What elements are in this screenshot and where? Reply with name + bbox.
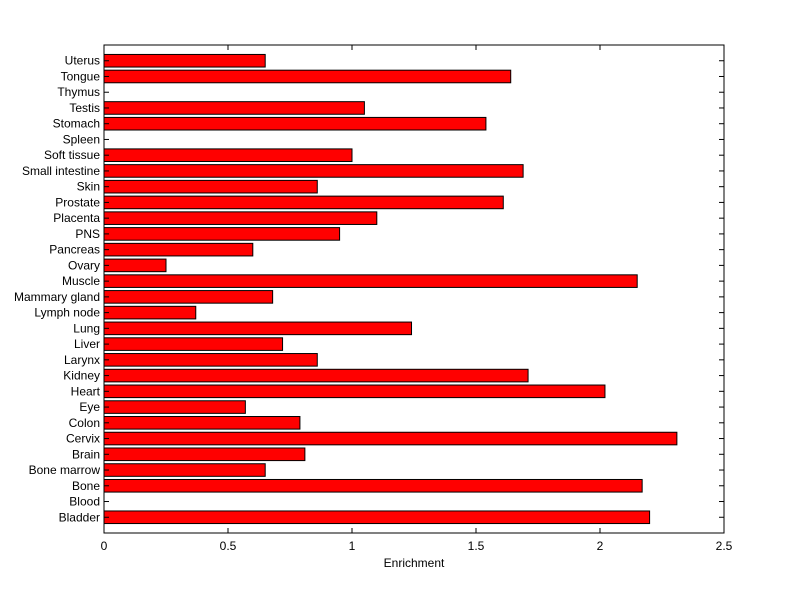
bar-mammary-gland: [103, 290, 274, 304]
y-tick-label-brain: Brain: [72, 447, 100, 461]
bar-skin: [103, 179, 318, 194]
y-tick-label-heart: Heart: [71, 384, 101, 398]
y-tick-label-soft-tissue: Soft tissue: [44, 148, 100, 162]
y-tick-label-pancreas: Pancreas: [49, 243, 100, 257]
x-axis-title: Enrichment: [384, 556, 445, 570]
y-tick-label-ovary: Ovary: [68, 258, 100, 272]
y-tick-label-bladder: Bladder: [59, 510, 100, 524]
bar-placenta: [103, 211, 378, 225]
bar-muscle: [103, 274, 638, 288]
bar-uterus: [103, 53, 266, 68]
y-tick-label-testis: Testis: [69, 101, 100, 115]
bar-small-intestine: [103, 164, 524, 178]
bar-testis: [103, 101, 365, 115]
y-tick-label-larynx: Larynx: [64, 353, 100, 367]
bar-brain: [103, 447, 306, 462]
bar-cervix: [103, 431, 678, 446]
y-tick-label-liver: Liver: [74, 337, 100, 351]
bar-lymph-node: [103, 305, 197, 320]
bar-bladder: [103, 510, 651, 525]
bar-ovary: [103, 258, 167, 273]
y-tick-label-small-intestine: Small intestine: [22, 164, 100, 178]
y-tick-label-lymph-node: Lymph node: [34, 306, 100, 320]
y-tick-label-colon: Colon: [69, 416, 100, 430]
x-tick-label-2: 1: [349, 539, 356, 553]
bar-bone-marrow: [103, 463, 266, 477]
x-tick-label-0: 0: [101, 539, 108, 553]
plot-frame: [103, 44, 725, 534]
y-tick-label-bone-marrow: Bone marrow: [29, 463, 101, 477]
y-tick-label-pns: PNS: [75, 227, 100, 241]
y-tick-label-thymus: Thymus: [57, 85, 100, 99]
bar-kidney: [103, 368, 529, 383]
y-tick-label-bone: Bone: [72, 479, 100, 493]
x-tick-label-3: 1.5: [468, 539, 485, 553]
bar-stomach: [103, 116, 487, 131]
y-tick-label-muscle: Muscle: [62, 274, 100, 288]
x-axis: 0 0.5 1 1.5 2 2.5: [101, 45, 733, 553]
y-tick-label-spleen: Spleen: [63, 132, 100, 146]
bar-tongue: [103, 69, 512, 84]
y-tick-label-uterus: Uterus: [65, 54, 100, 68]
bar-pns: [103, 227, 341, 241]
bar-liver: [103, 337, 284, 351]
bar-bone: [103, 478, 643, 493]
bar-larynx: [103, 353, 318, 367]
bar-soft-tissue: [103, 148, 353, 162]
bar-eye: [103, 400, 246, 414]
x-tick-label-1: 0.5: [220, 539, 237, 553]
bar-heart: [103, 384, 606, 399]
y-tick-label-stomach: Stomach: [53, 117, 100, 131]
y-tick-label-kidney: Kidney: [63, 369, 100, 383]
y-tick-label-skin: Skin: [77, 180, 100, 194]
y-tick-label-cervix: Cervix: [66, 432, 100, 446]
y-tick-label-eye: Eye: [79, 400, 100, 414]
y-tick-label-mammary-gland: Mammary gland: [14, 290, 100, 304]
y-tick-label-prostate: Prostate: [55, 195, 100, 209]
bar-prostate: [103, 195, 504, 210]
x-tick-label-4: 2: [597, 539, 604, 553]
bar-lung: [103, 321, 413, 336]
bar-colon: [103, 416, 301, 430]
y-tick-label-placenta: Placenta: [53, 211, 100, 225]
y-tick-label-tongue: Tongue: [61, 69, 101, 83]
y-tick-label-blood: Blood: [69, 495, 100, 509]
bar-pancreas: [103, 242, 254, 257]
y-tick-label-lung: Lung: [73, 321, 100, 335]
x-tick-label-5: 2.5: [716, 539, 733, 553]
